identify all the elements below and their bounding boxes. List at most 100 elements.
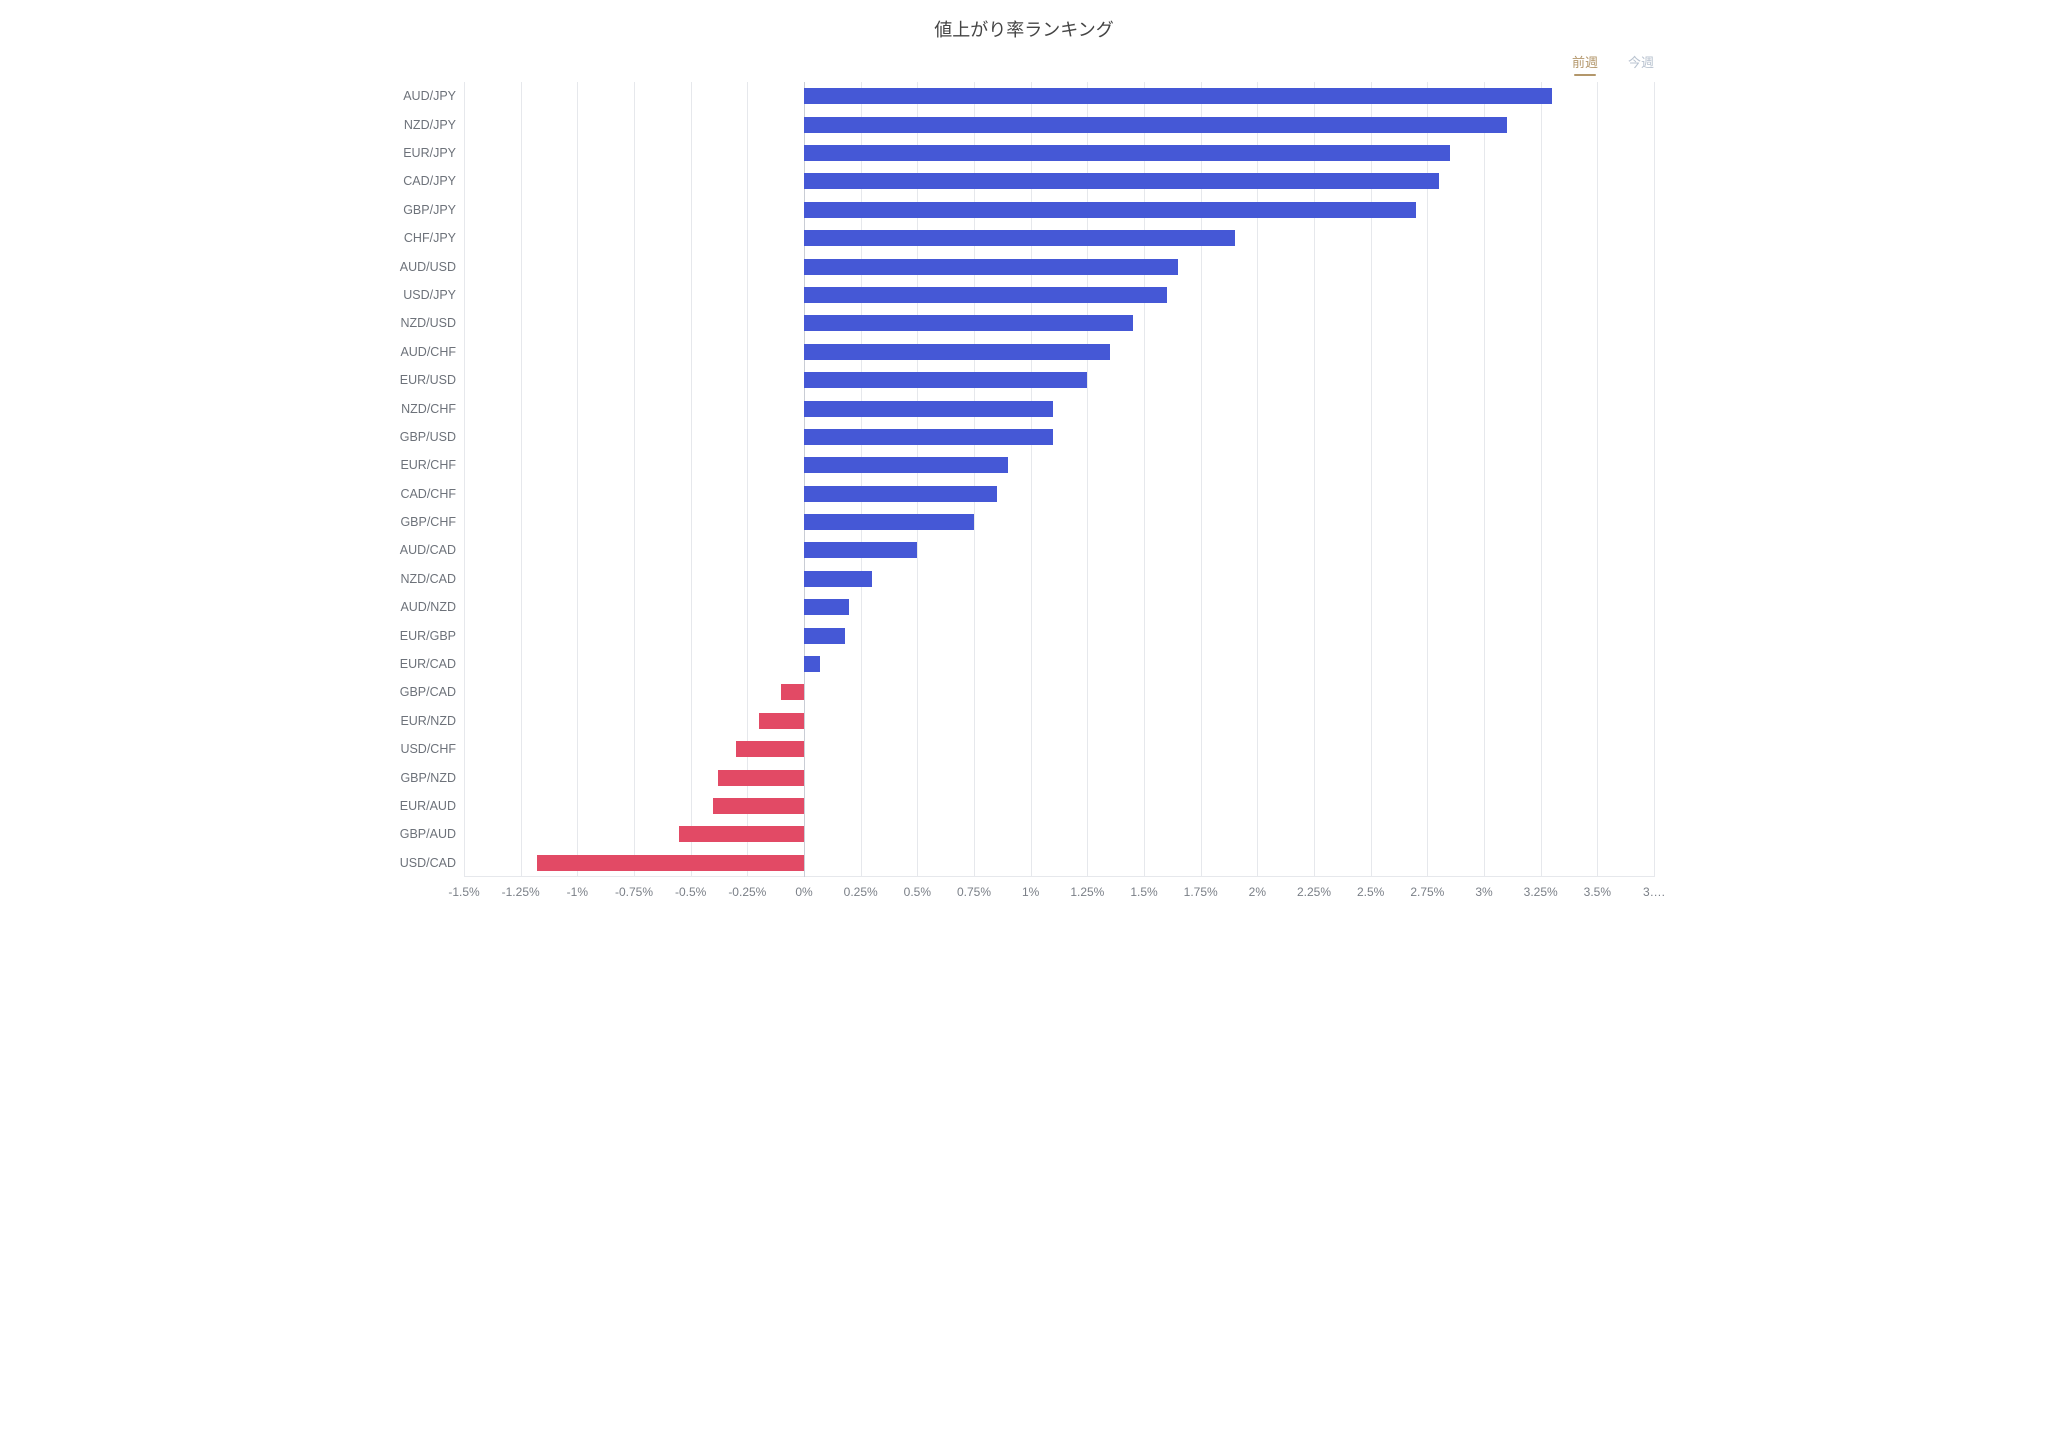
bar[interactable]	[679, 826, 804, 842]
chart-container: 値上がり率ランキング 前週今週 -1.5%-1.25%-1%-0.75%-0.5…	[364, 0, 1684, 917]
chart-legend: 前週 今週	[374, 52, 1674, 76]
y-category-label: AUD/JPY	[374, 89, 456, 103]
y-category-label: AUD/CAD	[374, 543, 456, 557]
bar[interactable]	[736, 741, 804, 757]
y-category-label: EUR/NZD	[374, 714, 456, 728]
bar[interactable]	[804, 372, 1087, 388]
bar[interactable]	[804, 202, 1416, 218]
legend-item-label: 今週	[1628, 52, 1654, 71]
y-category-label: EUR/GBP	[374, 629, 456, 643]
x-tick-label: 2.5%	[1357, 885, 1384, 899]
bar[interactable]	[804, 457, 1008, 473]
x-tick-label: 1.5%	[1130, 885, 1157, 899]
y-category-label: NZD/JPY	[374, 118, 456, 132]
bar[interactable]	[537, 855, 804, 871]
x-tick-label: 1%	[1022, 885, 1039, 899]
bar[interactable]	[713, 798, 804, 814]
x-tick-label: -0.5%	[675, 885, 706, 899]
x-grid-line	[691, 82, 692, 877]
x-tick-label: 0.75%	[957, 885, 991, 899]
y-category-label: CAD/CHF	[374, 487, 456, 501]
x-tick-label: -1%	[567, 885, 588, 899]
x-tick-label: 3%	[1475, 885, 1492, 899]
x-tick-label: 1.25%	[1070, 885, 1104, 899]
y-category-label: GBP/NZD	[374, 771, 456, 785]
bar[interactable]	[804, 429, 1053, 445]
x-tick-label: -1.5%	[448, 885, 479, 899]
y-category-label: USD/CAD	[374, 856, 456, 870]
x-tick-label: 3.5%	[1584, 885, 1611, 899]
y-category-label: NZD/CHF	[374, 402, 456, 416]
x-grid-line	[1484, 82, 1485, 877]
x-grid-line	[464, 82, 465, 877]
x-grid-line	[1654, 82, 1655, 877]
bar[interactable]	[804, 542, 917, 558]
legend-item-underline	[1574, 74, 1596, 76]
x-tick-label: 2.75%	[1410, 885, 1444, 899]
y-category-label: EUR/CAD	[374, 657, 456, 671]
bar[interactable]	[759, 713, 804, 729]
y-category-label: CAD/JPY	[374, 174, 456, 188]
y-category-label: GBP/AUD	[374, 827, 456, 841]
y-category-label: EUR/JPY	[374, 146, 456, 160]
legend-item-underline	[1630, 74, 1652, 76]
y-category-label: EUR/AUD	[374, 799, 456, 813]
y-category-label: USD/CHF	[374, 742, 456, 756]
bar[interactable]	[804, 230, 1235, 246]
y-category-label: GBP/JPY	[374, 203, 456, 217]
bar[interactable]	[804, 259, 1178, 275]
bar[interactable]	[718, 770, 804, 786]
x-tick-label: 2%	[1249, 885, 1266, 899]
bar[interactable]	[804, 486, 997, 502]
x-tick-label: 3….	[1643, 885, 1665, 899]
x-axis-line	[464, 876, 1654, 877]
bar[interactable]	[804, 628, 845, 644]
y-category-label: AUD/NZD	[374, 600, 456, 614]
y-category-label: NZD/CAD	[374, 572, 456, 586]
legend-item-1[interactable]: 今週	[1628, 52, 1654, 76]
y-category-label: CHF/JPY	[374, 231, 456, 245]
bar[interactable]	[804, 514, 974, 530]
x-tick-label: 1.75%	[1184, 885, 1218, 899]
y-category-label: GBP/USD	[374, 430, 456, 444]
x-grid-line	[1541, 82, 1542, 877]
x-tick-label: -0.25%	[728, 885, 766, 899]
y-category-label: AUD/CHF	[374, 345, 456, 359]
x-grid-line	[521, 82, 522, 877]
x-tick-label: 0%	[795, 885, 812, 899]
bar[interactable]	[804, 315, 1133, 331]
y-category-label: EUR/CHF	[374, 458, 456, 472]
bar[interactable]	[804, 401, 1053, 417]
x-grid-line	[747, 82, 748, 877]
chart-plot-area: -1.5%-1.25%-1%-0.75%-0.5%-0.25%0%0.25%0.…	[464, 82, 1654, 877]
bar[interactable]	[804, 656, 820, 672]
x-tick-label: -1.25%	[502, 885, 540, 899]
bar[interactable]	[804, 571, 872, 587]
x-tick-label: 2.25%	[1297, 885, 1331, 899]
legend-item-label: 前週	[1572, 52, 1598, 71]
x-tick-label: -0.75%	[615, 885, 653, 899]
x-tick-label: 0.25%	[844, 885, 878, 899]
x-tick-label: 0.5%	[904, 885, 931, 899]
bar[interactable]	[804, 117, 1507, 133]
bar[interactable]	[804, 145, 1450, 161]
x-grid-line	[1427, 82, 1428, 877]
y-category-label: EUR/USD	[374, 373, 456, 387]
x-tick-label: 3.25%	[1524, 885, 1558, 899]
bar[interactable]	[804, 287, 1167, 303]
bar[interactable]	[804, 173, 1439, 189]
x-grid-line	[1597, 82, 1598, 877]
x-grid-line	[577, 82, 578, 877]
y-category-label: GBP/CAD	[374, 685, 456, 699]
y-category-label: GBP/CHF	[374, 515, 456, 529]
bar[interactable]	[804, 344, 1110, 360]
bar[interactable]	[781, 684, 804, 700]
y-category-label: AUD/USD	[374, 260, 456, 274]
bar[interactable]	[804, 88, 1552, 104]
y-category-label: NZD/USD	[374, 316, 456, 330]
chart-title: 値上がり率ランキング	[374, 16, 1674, 42]
y-category-label: USD/JPY	[374, 288, 456, 302]
bar[interactable]	[804, 599, 849, 615]
legend-item-0[interactable]: 前週	[1572, 52, 1598, 76]
x-grid-line	[634, 82, 635, 877]
